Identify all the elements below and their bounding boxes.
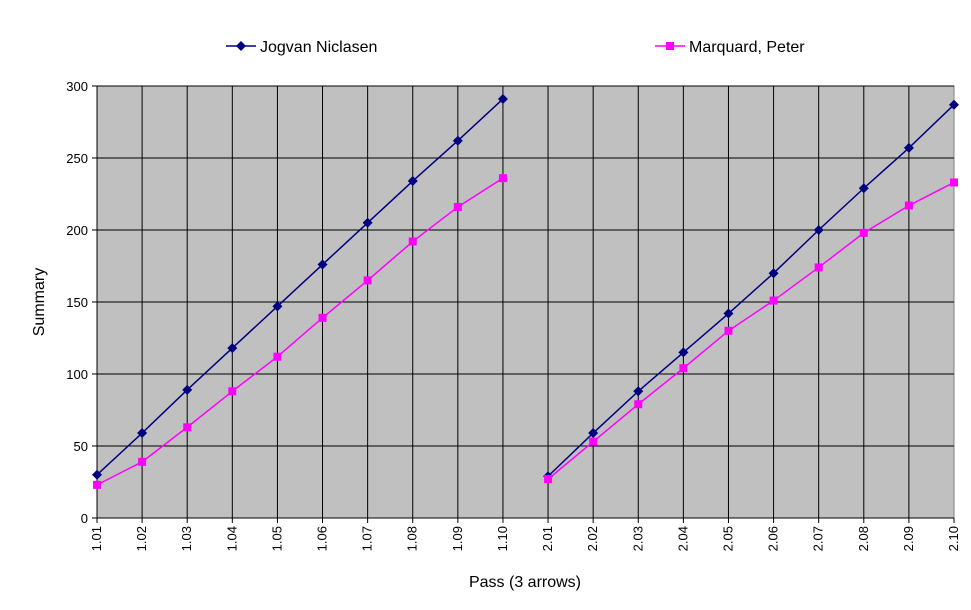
y-tick-label: 50 xyxy=(74,439,88,454)
x-tick-label: 2.06 xyxy=(766,526,781,551)
x-tick-label: 1.08 xyxy=(405,526,420,551)
data-point xyxy=(92,469,102,480)
tick-labels: 0 50 100 150 200 250 300 1.01 1.02 1.03 1.04 1.05 1.… xyxy=(66,79,961,551)
data-point xyxy=(182,384,193,395)
data-point xyxy=(589,437,598,446)
data-point xyxy=(137,428,148,439)
data-point xyxy=(768,268,779,279)
axes xyxy=(92,85,955,523)
data-point xyxy=(633,386,644,397)
legend: Jogvan Niclasen Marquard, Peter xyxy=(226,39,805,56)
data-point xyxy=(678,347,689,358)
series-line xyxy=(547,181,955,480)
data-point xyxy=(858,183,869,194)
x-tick-label: 1.07 xyxy=(360,526,375,551)
data-point xyxy=(588,428,599,439)
data-point xyxy=(724,326,733,335)
data-point xyxy=(228,387,237,396)
data-point xyxy=(272,301,283,312)
x-tick-label: 2.02 xyxy=(585,526,600,551)
data-point xyxy=(634,400,643,409)
data-point xyxy=(227,343,238,354)
data-point xyxy=(859,228,868,237)
data-point xyxy=(453,202,462,211)
data-point xyxy=(452,135,463,146)
x-axis-title: Pass (3 arrows) xyxy=(469,574,581,591)
legend-marker xyxy=(666,42,674,50)
series-line xyxy=(96,177,504,486)
data-point xyxy=(273,352,282,361)
data-point xyxy=(814,263,823,272)
data-point xyxy=(769,296,778,305)
data-point xyxy=(138,457,147,466)
x-tick-label: 2.03 xyxy=(630,526,645,551)
x-tick-label: 2.08 xyxy=(856,526,871,551)
x-tick-label: 2.10 xyxy=(946,526,961,551)
x-tick-label: 1.01 xyxy=(89,526,104,551)
x-tick-label: 1.03 xyxy=(179,526,194,551)
x-tick-label: 2.09 xyxy=(901,526,916,551)
x-tick-label: 2.07 xyxy=(811,526,826,551)
y-tick-label: 150 xyxy=(66,295,88,310)
x-tick-label: 1.09 xyxy=(450,526,465,551)
data-point xyxy=(544,475,553,484)
legend-label: Marquard, Peter xyxy=(689,39,805,56)
data-point xyxy=(904,201,913,210)
data-point xyxy=(813,225,824,235)
x-tick-label: 1.04 xyxy=(224,526,239,551)
x-tick-label: 1.02 xyxy=(134,526,149,551)
data-point xyxy=(362,217,373,228)
y-tick-label: 100 xyxy=(66,367,88,382)
data-point xyxy=(498,174,507,183)
data-point xyxy=(93,480,101,489)
y-tick-label: 300 xyxy=(66,79,88,94)
data-point xyxy=(408,237,417,246)
x-tick-label: 2.05 xyxy=(720,526,735,551)
data-point xyxy=(950,178,958,187)
y-tick-label: 200 xyxy=(66,223,88,238)
x-tick-label: 1.06 xyxy=(315,526,330,551)
legend-label: Jogvan Niclasen xyxy=(260,39,377,56)
series-line xyxy=(96,98,504,476)
legend-marker xyxy=(236,41,246,51)
x-tick-label: 1.05 xyxy=(269,526,284,551)
series-line xyxy=(547,104,955,477)
y-tick-label: 0 xyxy=(81,511,88,526)
legend-item: Marquard, Peter xyxy=(655,39,805,56)
data-point xyxy=(903,142,914,153)
y-tick-label: 250 xyxy=(66,151,88,166)
x-tick-label: 2.04 xyxy=(675,526,690,551)
series-layer xyxy=(92,93,959,489)
series-0 xyxy=(92,93,959,482)
data-point xyxy=(317,259,328,270)
data-point xyxy=(679,364,688,373)
data-point xyxy=(183,423,192,432)
y-axis-title: Summary xyxy=(31,268,48,336)
data-point xyxy=(723,308,734,319)
data-point xyxy=(949,99,959,110)
data-point xyxy=(318,313,327,322)
data-point xyxy=(363,276,372,285)
data-point xyxy=(497,93,508,104)
x-tick-label: 2.01 xyxy=(540,526,555,551)
x-tick-label: 1.10 xyxy=(495,526,510,551)
legend-item: Jogvan Niclasen xyxy=(226,39,377,56)
data-point xyxy=(407,176,418,187)
series-1 xyxy=(93,174,958,489)
